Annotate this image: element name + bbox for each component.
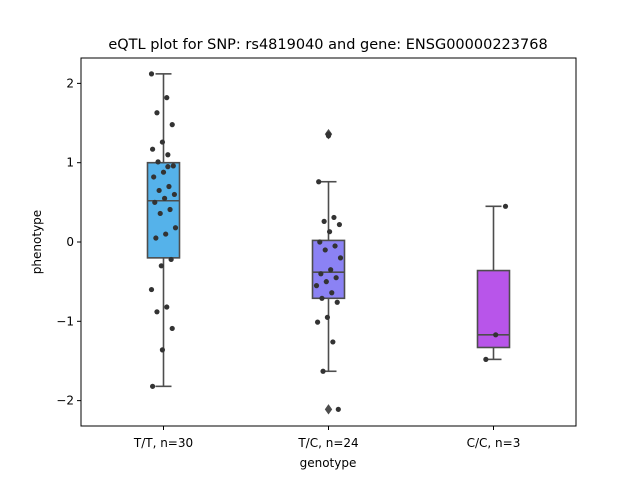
data-point <box>159 347 166 353</box>
data-point <box>502 203 509 209</box>
data-point <box>333 275 339 281</box>
y-tick-label: −1 <box>56 314 74 328</box>
data-point <box>148 286 155 293</box>
data-point <box>149 146 156 152</box>
data-point <box>324 314 331 320</box>
data-point <box>159 139 166 145</box>
data-point <box>493 332 499 338</box>
outlier-marker <box>324 404 333 415</box>
data-point <box>316 179 322 185</box>
data-point <box>154 309 160 315</box>
data-point <box>317 239 323 245</box>
data-point <box>151 174 157 180</box>
data-point <box>167 206 173 213</box>
data-point <box>329 290 335 296</box>
data-point <box>483 356 489 362</box>
data-point <box>170 163 176 169</box>
data-point <box>321 218 327 224</box>
data-point <box>332 243 338 249</box>
data-point <box>161 195 168 201</box>
data-point <box>168 256 174 263</box>
data-point <box>334 299 340 305</box>
y-axis-label: phenotype <box>30 210 44 274</box>
data-point <box>163 231 169 237</box>
data-point <box>166 183 172 190</box>
x-tick-label: C/C, n=3 <box>467 436 521 450</box>
chart-title: eQTL plot for SNP: rs4819040 and gene: E… <box>108 37 547 53</box>
data-point <box>164 304 170 310</box>
data-point <box>154 110 160 116</box>
data-point <box>149 383 156 389</box>
y-tick-label: 2 <box>66 76 74 90</box>
x-tick-label: T/T, n=30 <box>133 436 193 450</box>
data-point <box>158 263 164 269</box>
data-point <box>336 221 343 228</box>
x-axis-label: genotype <box>300 456 357 470</box>
y-tick-label: −2 <box>56 394 74 408</box>
data-point <box>155 159 161 165</box>
data-point <box>148 71 155 77</box>
data-point <box>319 295 325 301</box>
data-point <box>313 283 320 289</box>
data-point <box>322 247 328 253</box>
data-point <box>337 255 344 261</box>
y-tick-label: 0 <box>66 235 74 249</box>
x-tick-label: T/C, n=24 <box>297 436 358 450</box>
y-tick-label: 1 <box>66 156 74 170</box>
data-point <box>169 325 175 332</box>
data-point <box>326 229 333 235</box>
data-point <box>331 214 337 221</box>
data-point <box>335 406 341 412</box>
data-point <box>165 164 171 170</box>
data-point <box>330 339 336 345</box>
data-point <box>165 152 171 158</box>
data-point <box>323 279 329 285</box>
data-point <box>172 225 179 231</box>
data-point <box>160 169 167 175</box>
data-point <box>152 199 158 205</box>
data-point <box>164 95 170 101</box>
data-point <box>318 271 324 277</box>
data-point <box>153 235 159 241</box>
data-point <box>169 122 175 128</box>
data-point <box>157 210 163 217</box>
data-point <box>325 133 332 139</box>
data-point <box>320 368 326 374</box>
data-point <box>314 319 321 325</box>
data-point <box>156 187 162 194</box>
data-point <box>328 267 334 273</box>
plot-frame <box>80 57 577 427</box>
data-point <box>171 191 178 198</box>
